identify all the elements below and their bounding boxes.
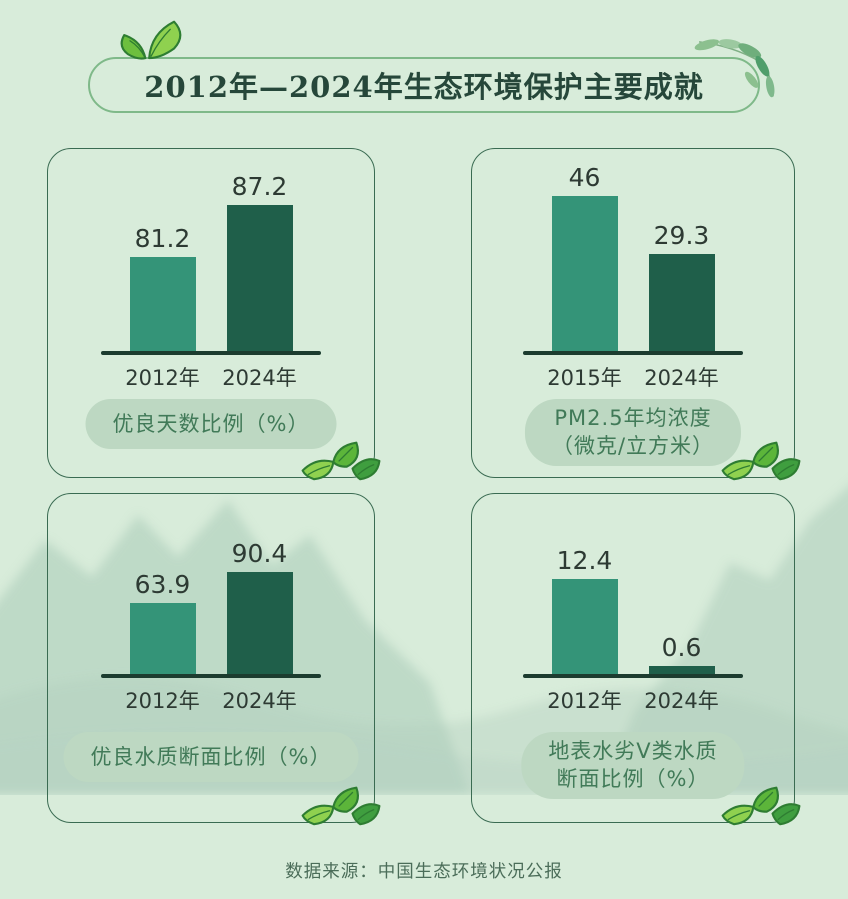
x-tick-label: 2024年: [222, 689, 297, 713]
bar-group-2012: 63.9: [129, 569, 196, 674]
bar-value-label: 0.6: [661, 632, 702, 662]
chart-title-line: （微克/立方米）: [551, 434, 715, 459]
bar-group-2024: 87.2: [226, 171, 293, 351]
x-tick-label: 2024年: [222, 366, 297, 390]
x-tick-label: 2015年: [547, 366, 622, 390]
chart-title-line: PM2.5年均浓度: [554, 406, 712, 430]
x-axis-line: [523, 351, 743, 355]
leaf-cluster-icon: [301, 441, 381, 481]
chart-card-pm25: 46 29.3 2015年 2024年 PM2.5年均浓度 （微克/立方米）: [471, 148, 801, 481]
leaf-cluster-icon: [721, 786, 801, 826]
leaf-cluster-icon: [721, 441, 801, 481]
bamboo-decoration-icon: [694, 39, 775, 98]
chart-title-line: 地表水劣V类水质: [548, 739, 718, 763]
bar-value-label: 87.2: [231, 171, 288, 201]
leaf-decoration-icon: [120, 20, 182, 60]
x-axis-line: [101, 674, 321, 678]
page-title: 2012年—2024年生态环境保护主要成就: [144, 70, 704, 104]
chart-title-pill: 地表水劣V类水质 断面比例（%）: [521, 732, 745, 799]
x-axis-line: [101, 351, 321, 355]
bar-2024: [226, 205, 293, 351]
leaf-cluster-icon: [301, 786, 381, 826]
bar-group-2012: 81.2: [129, 223, 196, 351]
chart-title-pill: 优良天数比例（%）: [85, 399, 337, 449]
x-tick-label: 2024年: [644, 366, 719, 390]
chart-title-line: 优良水质断面比例（%）: [90, 744, 332, 769]
bar-2015: [551, 196, 618, 351]
bar-group-2012: 12.4: [551, 545, 618, 674]
bar-group-2024: 90.4: [226, 538, 293, 674]
bar-2024: [648, 666, 715, 674]
chart-title-pill: 优良水质断面比例（%）: [63, 732, 359, 782]
bar-chart-inferior-water: 12.4 0.6: [472, 494, 794, 674]
bar-value-label: 63.9: [134, 569, 191, 599]
bar-2012: [551, 579, 618, 674]
x-tick-label: 2012年: [125, 689, 200, 713]
bar-group-2024: 0.6: [648, 632, 715, 674]
bar-value-label: 46: [568, 162, 601, 192]
bar-value-label: 90.4: [231, 538, 288, 568]
chart-card-good-air-days: 81.2 87.2 2012年 2024年 优良天数比例（%）: [47, 148, 381, 481]
data-source: 数据来源：中国生态环境状况公报: [285, 862, 563, 882]
chart-card-inferior-water: 12.4 0.6 2012年 2024年 地表水劣V类水质 断面比例（%）: [471, 493, 801, 826]
bar-chart-good-water: 63.9 90.4: [48, 494, 374, 674]
x-axis-line: [523, 674, 743, 678]
chart-title-line: 断面比例（%）: [556, 767, 710, 792]
bar-chart-pm25: 46 29.3: [472, 149, 794, 351]
chart-card-good-water: 63.9 90.4 2012年 2024年 优良水质断面比例（%）: [47, 493, 381, 826]
bar-chart-good-air-days: 81.2 87.2: [48, 149, 374, 351]
x-tick-label: 2012年: [547, 689, 622, 713]
bar-2024: [648, 254, 715, 351]
bar-2012: [129, 257, 196, 351]
x-tick-label: 2024年: [644, 689, 719, 713]
bar-group-2024: 29.3: [648, 220, 715, 351]
bar-2012: [129, 603, 196, 674]
bar-value-label: 81.2: [134, 223, 191, 253]
chart-title-line: 优良天数比例（%）: [112, 411, 310, 436]
bar-2024: [226, 572, 293, 674]
title-banner: 2012年—2024年生态环境保护主要成就: [88, 57, 760, 113]
bar-value-label: 29.3: [653, 220, 710, 250]
bar-value-label: 12.4: [556, 545, 613, 575]
x-tick-label: 2012年: [125, 366, 200, 390]
chart-title-pill: PM2.5年均浓度 （微克/立方米）: [524, 399, 742, 466]
bar-group-2015: 46: [551, 162, 618, 351]
